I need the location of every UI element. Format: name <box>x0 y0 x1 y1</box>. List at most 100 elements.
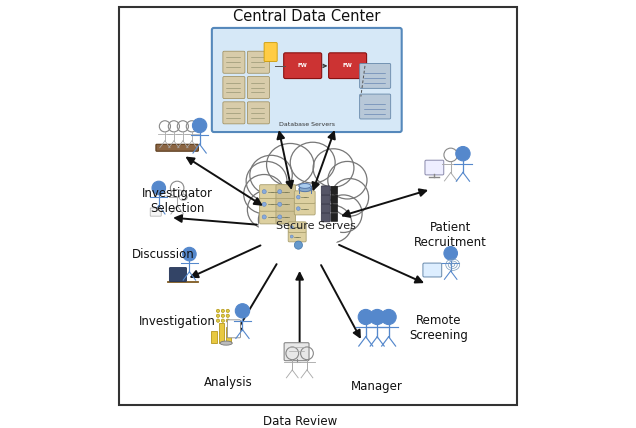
Circle shape <box>444 247 457 260</box>
Circle shape <box>226 309 230 312</box>
FancyBboxPatch shape <box>331 186 338 194</box>
Ellipse shape <box>244 175 284 214</box>
Circle shape <box>262 215 266 219</box>
Circle shape <box>226 314 230 318</box>
FancyBboxPatch shape <box>329 53 366 79</box>
Circle shape <box>216 319 219 322</box>
Ellipse shape <box>287 212 324 248</box>
Ellipse shape <box>258 201 298 238</box>
Bar <box>226 327 232 343</box>
FancyBboxPatch shape <box>321 186 330 195</box>
Circle shape <box>456 146 470 161</box>
Circle shape <box>262 190 266 194</box>
FancyBboxPatch shape <box>423 263 442 277</box>
Circle shape <box>381 309 396 324</box>
FancyBboxPatch shape <box>259 185 284 199</box>
Circle shape <box>290 226 293 229</box>
Ellipse shape <box>259 194 340 262</box>
Text: FW: FW <box>298 63 307 68</box>
Text: Investigation: Investigation <box>139 315 216 327</box>
FancyBboxPatch shape <box>223 102 245 124</box>
FancyBboxPatch shape <box>359 63 391 88</box>
Ellipse shape <box>171 190 183 197</box>
Ellipse shape <box>220 341 232 345</box>
Text: Discussion: Discussion <box>132 248 194 262</box>
Circle shape <box>278 202 282 206</box>
Circle shape <box>221 309 225 312</box>
FancyBboxPatch shape <box>276 210 296 224</box>
Circle shape <box>221 314 225 318</box>
Text: FW: FW <box>342 63 352 68</box>
Circle shape <box>370 309 385 324</box>
FancyBboxPatch shape <box>294 191 315 203</box>
Ellipse shape <box>266 143 314 186</box>
Ellipse shape <box>299 187 311 192</box>
FancyBboxPatch shape <box>156 144 198 151</box>
Ellipse shape <box>247 190 287 229</box>
Text: Secure Serves: Secure Serves <box>276 221 356 231</box>
Circle shape <box>358 309 373 324</box>
Polygon shape <box>167 281 198 282</box>
Ellipse shape <box>179 194 188 200</box>
FancyBboxPatch shape <box>331 204 338 212</box>
FancyBboxPatch shape <box>227 320 240 338</box>
Circle shape <box>262 202 266 206</box>
Circle shape <box>235 304 250 318</box>
Circle shape <box>278 190 282 194</box>
Circle shape <box>294 241 303 249</box>
Text: Data Review: Data Review <box>263 415 336 428</box>
Bar <box>219 323 224 343</box>
FancyBboxPatch shape <box>247 102 270 124</box>
Bar <box>211 331 216 343</box>
Circle shape <box>183 247 196 261</box>
FancyBboxPatch shape <box>331 195 338 203</box>
Text: Investigator
Selection: Investigator Selection <box>142 187 212 215</box>
FancyBboxPatch shape <box>247 77 270 98</box>
Ellipse shape <box>250 155 293 194</box>
Ellipse shape <box>301 211 339 247</box>
Circle shape <box>296 207 300 211</box>
Text: Analysis: Analysis <box>204 376 252 389</box>
Ellipse shape <box>313 149 354 187</box>
FancyBboxPatch shape <box>288 231 306 242</box>
FancyBboxPatch shape <box>321 195 330 204</box>
Ellipse shape <box>331 178 369 216</box>
Ellipse shape <box>299 184 311 188</box>
Ellipse shape <box>328 161 367 199</box>
FancyBboxPatch shape <box>321 204 330 213</box>
Circle shape <box>216 314 219 318</box>
FancyBboxPatch shape <box>321 213 330 222</box>
FancyBboxPatch shape <box>223 77 245 98</box>
FancyBboxPatch shape <box>359 94 391 119</box>
FancyBboxPatch shape <box>264 43 277 61</box>
FancyBboxPatch shape <box>425 160 444 175</box>
FancyBboxPatch shape <box>223 51 245 73</box>
FancyBboxPatch shape <box>169 268 186 282</box>
FancyBboxPatch shape <box>247 51 270 73</box>
Circle shape <box>296 195 300 199</box>
Circle shape <box>216 309 219 312</box>
Ellipse shape <box>246 161 287 201</box>
Ellipse shape <box>255 190 345 266</box>
Ellipse shape <box>313 205 352 243</box>
FancyBboxPatch shape <box>259 197 284 211</box>
FancyBboxPatch shape <box>284 343 309 361</box>
FancyBboxPatch shape <box>212 28 402 132</box>
Circle shape <box>193 118 207 133</box>
Text: Database Servers: Database Servers <box>279 122 335 127</box>
FancyBboxPatch shape <box>150 208 161 216</box>
Text: Patient
Recruitment: Patient Recruitment <box>414 220 487 249</box>
Ellipse shape <box>290 142 335 183</box>
FancyBboxPatch shape <box>284 53 322 79</box>
FancyBboxPatch shape <box>294 202 315 215</box>
FancyBboxPatch shape <box>276 185 296 199</box>
Circle shape <box>290 235 293 238</box>
FancyBboxPatch shape <box>259 210 284 224</box>
Circle shape <box>221 319 225 322</box>
Circle shape <box>226 319 230 322</box>
Text: Central Data Center: Central Data Center <box>233 9 380 24</box>
Ellipse shape <box>324 195 362 232</box>
Circle shape <box>278 215 282 219</box>
FancyBboxPatch shape <box>276 197 296 211</box>
FancyBboxPatch shape <box>288 222 306 232</box>
